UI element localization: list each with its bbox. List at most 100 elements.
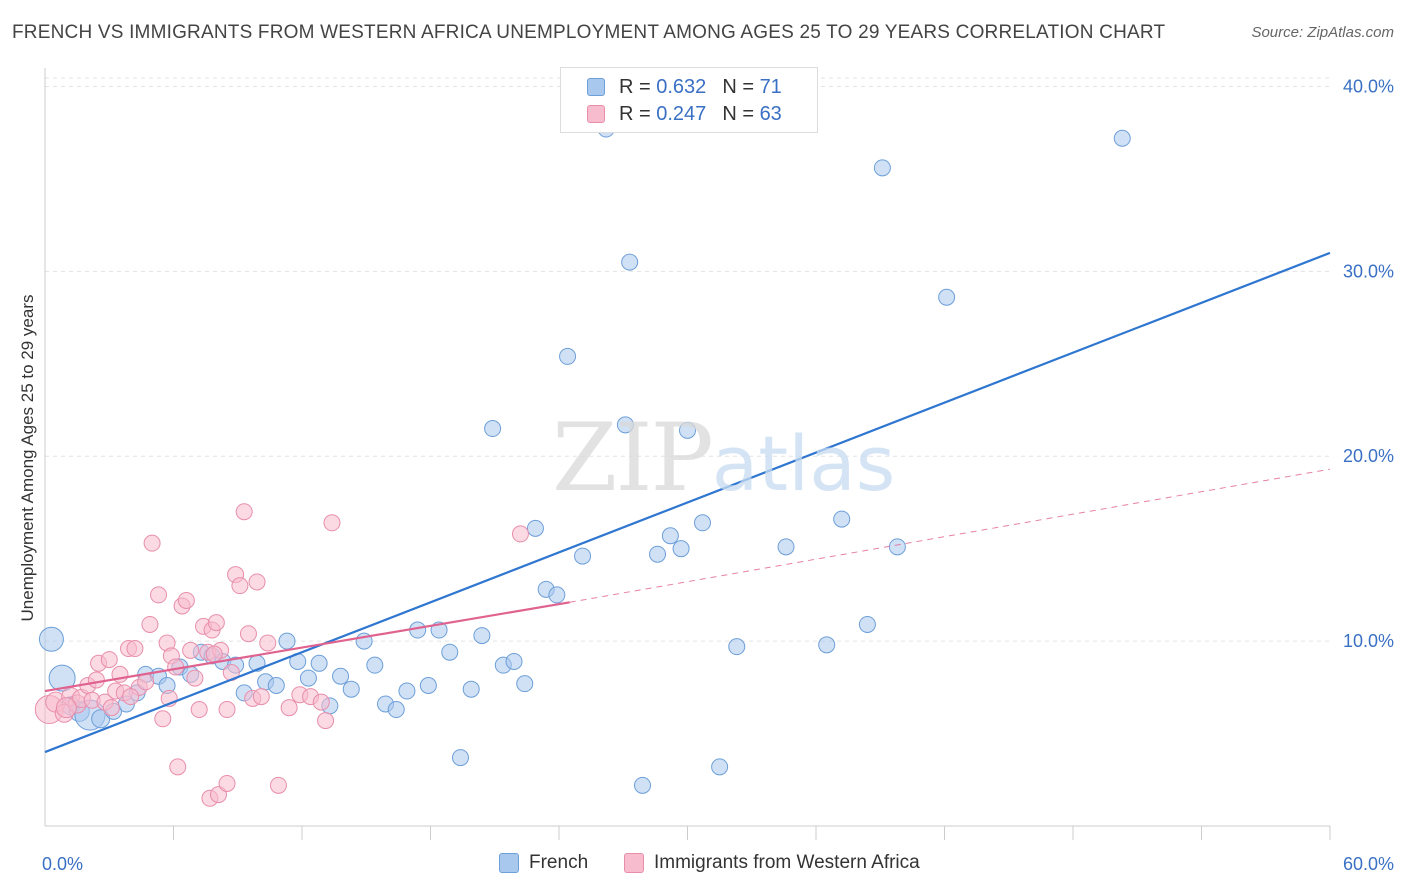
data-point-french [873,159,891,177]
data-point-french [526,519,544,537]
data-point-french [366,656,384,674]
data-point-western-africa [280,699,298,717]
data-point-french [672,540,690,558]
data-point-western-africa [312,693,330,711]
y-tick-label: 30.0% [1343,261,1394,281]
data-point-western-africa [317,712,335,730]
data-point-french [278,632,296,650]
legend-n-label: N = [722,102,754,125]
data-point-french [777,538,795,556]
data-point-french [484,420,502,438]
data-point-western-africa [511,525,529,543]
data-point-french [342,680,360,698]
data-point-western-africa [218,774,236,792]
data-point-western-africa [218,701,236,719]
legend-n-label: N = [722,75,754,98]
data-point-french [711,758,729,776]
watermark: ZIPatlas [552,404,895,513]
data-point-french [505,652,523,670]
legend-item-french[interactable]: French [499,852,588,874]
trend-line-french [44,251,1331,754]
data-point-western-africa [141,615,159,633]
data-point-western-africa [259,634,277,652]
x-tick-label: 0.0% [42,854,83,874]
data-point-french [38,626,64,652]
data-point-western-africa [122,688,140,706]
y-tick-label: 20.0% [1343,446,1394,466]
data-point-western-africa [154,710,172,728]
data-point-french [419,676,437,694]
watermark-zip: ZIP [552,404,714,513]
trend-line-western-africa [44,601,570,693]
legend-label-french: French [529,852,589,873]
data-point-french [574,547,592,565]
data-point-western-africa [182,641,200,659]
data-point-french [310,654,328,672]
data-point-french [938,288,956,306]
data-point-french [818,636,836,654]
data-point-western-africa [186,669,204,687]
data-point-western-africa [323,514,341,532]
data-point-french [548,586,566,604]
data-point-western-africa [235,503,253,521]
data-point-western-africa [55,697,77,719]
data-point-french [451,749,469,767]
data-point-western-africa [269,776,287,794]
legend-row-french: R = 0.632 N = 71 [587,76,782,98]
legend-r-value: 0.247 [656,102,707,125]
data-point-french [473,627,491,645]
data-point-french [559,347,577,365]
data-point-western-africa [169,758,187,776]
legend-swatch-western-africa [624,853,644,873]
data-point-french [661,527,679,545]
data-point-french [1113,129,1131,147]
data-point-french [634,776,652,794]
legend-label-western-africa: Immigrants from Western Africa [654,852,920,873]
legend-item-western-africa[interactable]: Immigrants from Western Africa [624,852,920,874]
data-point-french [299,669,317,687]
data-point-french [616,416,634,434]
series-legend: French Immigrants from Western Africa [0,852,1406,878]
legend-r-label: R = [619,75,651,98]
data-point-western-africa [231,577,249,595]
tick-labels: 10.0% 20.0% 30.0% 40.0% 0.0% 60.0% [42,76,1394,874]
data-point-western-africa [190,701,208,719]
legend-r-label: R = [619,102,651,125]
data-point-western-africa [102,699,120,717]
chart-title: FRENCH VS IMMIGRANTS FROM WESTERN AFRICA… [12,22,1166,43]
legend-swatch-french [587,78,605,96]
legend-row-western-africa: R = 0.247 N = 63 [587,103,782,125]
data-point-western-africa [177,591,195,609]
data-point-french [398,682,416,700]
correlation-legend: R = 0.632 N = 71 R = 0.247 N = 63 [560,67,818,133]
y-axis-label: Unemployment Among Ages 25 to 29 years [18,294,37,622]
data-point-western-africa [205,645,223,663]
data-point-french [621,253,639,271]
data-point-french [728,638,746,656]
grid-lines [45,77,1330,642]
data-point-western-africa [126,640,144,658]
data-point-french [267,676,285,694]
trend-lines [44,251,1331,754]
y-tick-label: 10.0% [1343,631,1394,651]
data-point-western-africa [137,673,155,691]
data-point-french [462,680,480,698]
data-point-western-africa [100,651,118,669]
series-western-africa-points [34,503,529,807]
data-point-western-africa [239,625,257,643]
trend-line-western-africa-extension [569,468,1331,603]
data-point-french [888,538,906,556]
source-label: Source: ZipAtlas.com [1251,24,1394,41]
data-point-french [387,701,405,719]
legend-swatch-french [499,853,519,873]
data-point-french [693,514,711,532]
data-point-french [858,615,876,633]
y-tick-label: 40.0% [1343,76,1394,96]
data-point-western-africa [248,573,266,591]
data-point-french [441,643,459,661]
data-point-french [649,545,667,563]
legend-swatch-western-africa [587,105,605,123]
data-point-french [679,421,696,439]
data-point-french [48,664,76,692]
